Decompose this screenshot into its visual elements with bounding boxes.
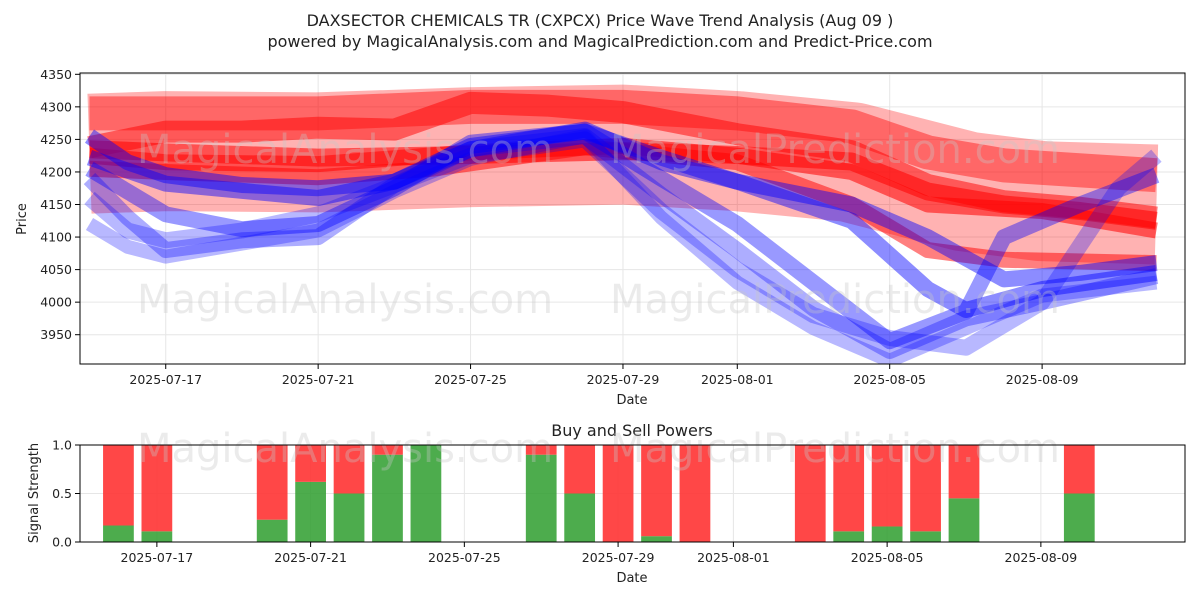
price-x-tick-label: 2025-07-17 [129, 372, 202, 387]
power-x-tick-label: 2025-07-25 [428, 550, 501, 565]
red-wave-band [87, 91, 1158, 229]
sell-power-bar [794, 445, 826, 542]
price-x-tick-label: 2025-08-09 [1006, 372, 1079, 387]
sell-power-bar [1063, 445, 1095, 494]
power-y-axis-label: Signal Strength [27, 443, 42, 543]
chart-title: DAXSECTOR CHEMICALS TR (CXPCX) Price Wav… [307, 11, 894, 30]
price-x-tick-label: 2025-07-25 [434, 372, 507, 387]
price-y-tick-label: 4200 [40, 164, 72, 179]
red-wave-band [89, 89, 1158, 193]
power-y-tick-label: 0.5 [52, 486, 72, 501]
power-x-tick-label: 2025-07-21 [274, 550, 347, 565]
buy-power-bar [1063, 493, 1095, 542]
buy-power-bar [410, 445, 442, 542]
watermark-prediction-top: MagicalPrediction.com [610, 127, 1060, 173]
chart-subtitle: powered by MagicalAnalysis.com and Magic… [267, 32, 932, 51]
power-x-ticks: 2025-07-17 2025-07-21 2025-07-25 2025-07-29… [121, 542, 1078, 565]
watermark-prediction-bottom: MagicalPrediction.com [610, 426, 1060, 472]
power-x-tick-label: 2025-08-09 [1005, 550, 1078, 565]
buy-power-bar [948, 498, 980, 542]
price-y-tick-label: 4350 [40, 67, 72, 82]
buy-power-bar [333, 493, 365, 542]
power-y-ticks: 0.0 0.5 1.0 [52, 438, 80, 550]
price-wave-bands [83, 84, 1162, 364]
sell-power-bar [525, 445, 557, 455]
sell-power-bar [641, 445, 672, 537]
red-wave-band [87, 84, 1159, 265]
price-y-tick-label: 3950 [40, 327, 72, 342]
price-y-ticks: 3950 4000 4050 4100 4150 4200 4250 4300 4350 [40, 67, 80, 342]
blue-wave-band [84, 131, 1162, 356]
buy-power-bar [525, 454, 557, 542]
price-y-tick-label: 4000 [40, 295, 72, 310]
sell-power-bar [948, 445, 980, 499]
sell-power-bar [141, 445, 173, 532]
buy-power-bar [910, 531, 941, 542]
sell-power-bar [256, 445, 288, 520]
buy-power-bar [372, 454, 403, 542]
watermark-prediction-mid: MagicalPrediction.com [610, 277, 1060, 323]
sell-power-bar [295, 445, 326, 482]
watermark-analysis-mid: MagicalAnalysis.com [137, 277, 553, 323]
buy-power-bar [141, 531, 173, 542]
buy-power-bar [833, 531, 865, 542]
buy-power-bar [641, 536, 672, 542]
price-x-tick-label: 2025-08-01 [701, 372, 774, 387]
blue-wave-band [85, 123, 1160, 350]
blue-wave-band [86, 123, 1158, 318]
price-y-tick-label: 4300 [40, 99, 72, 114]
buy-power-bar [871, 526, 903, 542]
power-y-tick-label: 1.0 [52, 438, 72, 453]
sell-power-bar [564, 445, 596, 494]
sell-power-bar [910, 445, 941, 532]
watermark-analysis-bottom: MagicalAnalysis.com [137, 426, 553, 472]
sell-power-bar [871, 445, 903, 527]
price-y-tick-label: 4100 [40, 230, 72, 245]
power-panel: Buy and Sell Powers MagicalAnalysis.com … [27, 421, 1186, 586]
buy-power-bar [564, 493, 596, 542]
price-plot-frame [79, 72, 1186, 365]
price-y-tick-label: 4050 [40, 262, 72, 277]
price-x-axis-label: Date [616, 393, 647, 408]
price-y-axis-label: Price [15, 203, 30, 235]
price-x-tick-label: 2025-07-21 [282, 372, 355, 387]
power-x-tick-label: 2025-08-05 [851, 550, 924, 565]
sell-power-bar [372, 445, 403, 455]
power-bars [103, 445, 1095, 542]
watermark-analysis-top: MagicalAnalysis.com [137, 127, 553, 173]
blue-wave-band [84, 121, 1158, 288]
sell-power-bar [333, 445, 365, 494]
power-x-tick-label: 2025-08-01 [697, 550, 770, 565]
price-x-tick-label: 2025-08-05 [853, 372, 926, 387]
price-y-tick-label: 4250 [40, 132, 72, 147]
price-y-tick-label: 4150 [40, 197, 72, 212]
power-x-tick-label: 2025-07-17 [121, 550, 194, 565]
price-x-tick-label: 2025-07-29 [587, 372, 660, 387]
blue-wave-band [85, 129, 1158, 364]
sell-power-bar [602, 445, 634, 542]
price-panel: MagicalAnalysis.com MagicalPrediction.co… [15, 67, 1186, 408]
price-x-ticks: 2025-07-17 2025-07-21 2025-07-25 2025-07-29… [129, 364, 1078, 387]
buy-power-bar [103, 525, 134, 542]
sell-power-bar [103, 445, 134, 526]
sell-power-bar [833, 445, 865, 532]
blue-wave-band [83, 128, 1159, 359]
buy-power-bar [295, 481, 326, 542]
power-x-tick-label: 2025-07-29 [582, 550, 655, 565]
power-x-axis-label: Date [616, 571, 647, 586]
power-chart-title: Buy and Sell Powers [551, 421, 713, 440]
sell-power-bar [679, 445, 711, 542]
power-y-tick-label: 0.0 [52, 535, 72, 550]
buy-power-bar [256, 519, 288, 542]
